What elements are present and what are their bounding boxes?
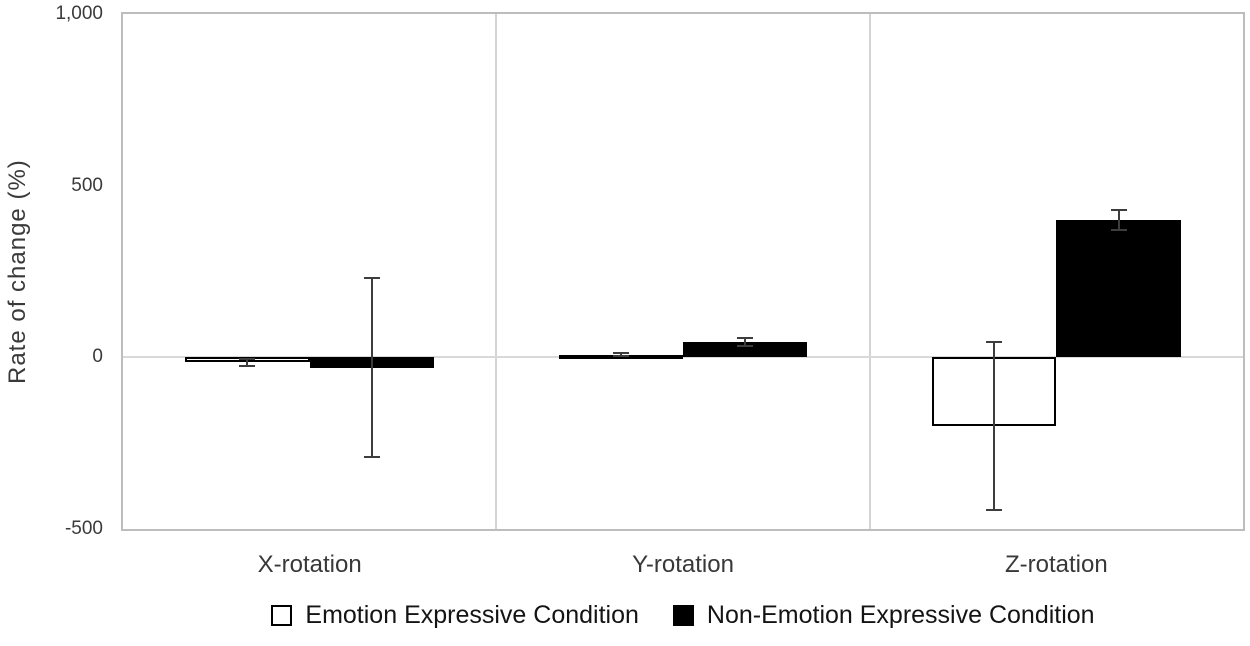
error-bar-cap-y-rotation-series-1 xyxy=(737,336,754,339)
category-label-x-rotation: X-rotation xyxy=(257,551,362,578)
error-bar-line-z-rotation-series-0 xyxy=(993,341,996,511)
error-bar-cap-x-rotation-series-0 xyxy=(239,364,256,367)
error-bar-cap-z-rotation-series-0 xyxy=(986,340,1003,343)
category-label-y-rotation: Y-rotation xyxy=(632,551,734,578)
plot-area xyxy=(121,12,1245,531)
error-bar-cap-x-rotation-series-1 xyxy=(363,277,380,280)
error-bar-line-y-rotation-series-0 xyxy=(619,352,622,357)
legend: Emotion Expressive Condition Non-Emotion … xyxy=(123,601,1243,630)
bar-z-rotation-series-1 xyxy=(1056,220,1181,358)
error-bar-cap-z-rotation-series-1 xyxy=(1110,228,1127,231)
legend-label: Non-Emotion Expressive Condition xyxy=(706,601,1095,629)
error-bar-cap-z-rotation-series-0 xyxy=(986,509,1003,512)
panel-divider xyxy=(495,14,498,529)
error-bar-line-x-rotation-series-0 xyxy=(246,359,249,366)
error-bar-line-z-rotation-series-1 xyxy=(1117,210,1120,230)
legend-marker-open-square-icon xyxy=(271,605,293,626)
zero-gridline xyxy=(123,356,1243,359)
legend-item-1: Non-Emotion Expressive Condition xyxy=(672,601,1095,630)
y-tick-label: 0 xyxy=(92,346,103,368)
category-label-z-rotation: Z-rotation xyxy=(1004,551,1108,578)
error-bar-cap-y-rotation-series-0 xyxy=(612,355,629,358)
error-bar-cap-x-rotation-series-1 xyxy=(363,455,380,458)
y-tick-label: -500 xyxy=(64,518,103,539)
error-bar-cap-y-rotation-series-0 xyxy=(612,351,629,354)
error-bar-cap-x-rotation-series-0 xyxy=(239,358,256,361)
y-tick-label: 500 xyxy=(71,174,103,196)
legend-marker-filled-square-icon xyxy=(672,605,694,626)
error-bar-cap-y-rotation-series-1 xyxy=(737,345,754,347)
panel-divider xyxy=(868,14,871,529)
error-bar-line-x-rotation-series-1 xyxy=(370,278,373,457)
bar-y-rotation-series-1 xyxy=(683,341,808,358)
legend-item-0: Emotion Expressive Condition xyxy=(271,601,639,630)
error-bar-cap-z-rotation-series-1 xyxy=(1110,209,1127,212)
legend-label: Emotion Expressive Condition xyxy=(305,601,639,629)
error-bar-line-y-rotation-series-1 xyxy=(744,337,747,346)
y-tick-label: 1,000 xyxy=(55,3,103,24)
